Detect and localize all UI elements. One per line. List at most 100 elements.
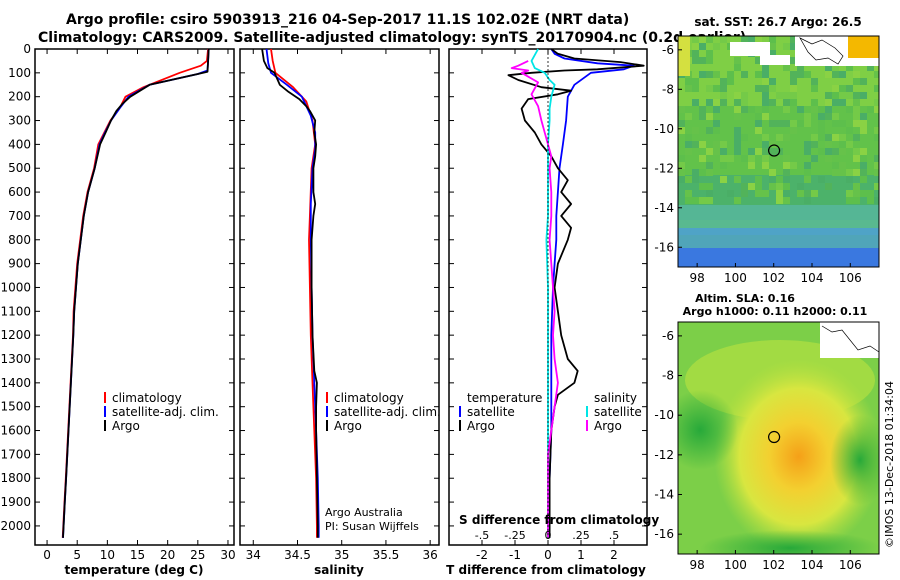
- salinity-axes-frame: [239, 48, 440, 546]
- sst-pixel: [755, 71, 762, 78]
- sst-pixel: [832, 64, 839, 71]
- sla-argo-location-marker: [767, 430, 781, 444]
- sst-pixel: [811, 141, 818, 148]
- sst-pixel: [706, 162, 713, 169]
- sst-pixel: [853, 134, 860, 141]
- sst-pixel: [797, 64, 804, 71]
- sst-pixel: [839, 134, 846, 141]
- sst-pixel: [762, 64, 769, 71]
- sst-pixel: [804, 113, 811, 120]
- sst-pixel: [769, 169, 776, 176]
- sst-pixel: [769, 141, 776, 148]
- sst-pixel: [685, 141, 692, 148]
- sst-pixel: [692, 169, 699, 176]
- sst-pixel: [804, 197, 811, 204]
- sst-pixel: [727, 155, 734, 162]
- legend-swatch-s-argo: [586, 420, 588, 431]
- sst-pixel: [818, 120, 825, 127]
- sst-pixel: [783, 99, 790, 106]
- sst-pixel: [783, 197, 790, 204]
- sst-pixel: [818, 113, 825, 120]
- map-y-tick-label: -16: [654, 527, 674, 541]
- sla-field-low-east: [830, 415, 879, 505]
- sst-pixel: [734, 64, 741, 71]
- sst-pixel: [860, 148, 867, 155]
- sst-pixel: [832, 134, 839, 141]
- series-line-argo: [261, 48, 319, 538]
- sst-pixel: [713, 106, 720, 113]
- sst-pixel: [706, 197, 713, 204]
- sst-pixel: [685, 78, 692, 85]
- sst-pixel: [825, 134, 832, 141]
- sst-pixel: [853, 71, 860, 78]
- legend-swatch-climatology: [326, 392, 328, 403]
- sst-pixel: [797, 71, 804, 78]
- sst-pixel: [685, 134, 692, 141]
- sst-pixel: [818, 148, 825, 155]
- sst-pixel: [776, 197, 783, 204]
- map-y-tick-label: -8: [662, 369, 674, 383]
- salinity-x-axis: 34 34.5 35 35.5 36: [240, 48, 439, 562]
- sst-pixel: [853, 148, 860, 155]
- sst-pixel: [832, 113, 839, 120]
- s-tick-label: -.25: [504, 529, 525, 542]
- sst-pixel: [790, 92, 797, 99]
- sst-pixel: [860, 127, 867, 134]
- legend-heading-temperature: temperature: [467, 391, 542, 405]
- sst-pixel: [734, 99, 741, 106]
- sst-pixel: [713, 141, 720, 148]
- sst-pixel: [846, 141, 853, 148]
- sst-pixel: [853, 113, 860, 120]
- sst-pixel: [853, 78, 860, 85]
- legend-swatch-t-satellite: [459, 406, 461, 417]
- sst-pixel: [811, 99, 818, 106]
- sst-pixel: [839, 141, 846, 148]
- y-tick-label: 0: [23, 42, 31, 56]
- sst-pixel: [874, 64, 879, 71]
- sst-pixel: [685, 113, 692, 120]
- y-tick-label: 200: [8, 90, 31, 104]
- sst-pixel: [769, 43, 776, 50]
- sst-pixel: [832, 99, 839, 106]
- sst-pixel: [748, 148, 755, 155]
- sst-pixel: [804, 148, 811, 155]
- sst-field-south: [678, 248, 879, 267]
- sst-pixel: [748, 155, 755, 162]
- sst-pixel: [776, 190, 783, 197]
- y-tick-label: 1300: [0, 352, 31, 366]
- x-tick-label: 34: [246, 548, 261, 562]
- sst-pixel: [867, 197, 874, 204]
- sst-pixel: [755, 127, 762, 134]
- sst-pixel: [783, 176, 790, 183]
- sst-pixel: [839, 148, 846, 155]
- sst-pixel: [776, 176, 783, 183]
- sst-pixel: [699, 113, 706, 120]
- legend-label-argo: Argo: [334, 419, 362, 433]
- sst-pixel: [825, 148, 832, 155]
- sst-pixel: [860, 169, 867, 176]
- sst-pixel: [783, 183, 790, 190]
- salinity-legend: climatology satellite-adj. clim. Argo: [326, 391, 441, 433]
- x-tick-label: 0: [43, 548, 51, 562]
- salinity-panel: 34 34.5 35 35.5 36 climatology satellite-adj…: [239, 48, 441, 577]
- sst-pixel: [825, 99, 832, 106]
- sst-pixel: [741, 92, 748, 99]
- sst-pixel: [685, 190, 692, 197]
- sst-pixel: [804, 190, 811, 197]
- sst-pixel: [790, 120, 797, 127]
- sst-pixel: [804, 141, 811, 148]
- sst-pixel: [846, 169, 853, 176]
- sst-pixel: [846, 176, 853, 183]
- map-x-tick-label: 100: [724, 558, 747, 572]
- map-y-tick-label: -10: [654, 122, 674, 136]
- sst-pixel: [699, 43, 706, 50]
- temperature-x-label: temperature (deg C): [65, 563, 204, 577]
- temperature-x-axis: 0 5 10 15 20 25 30: [43, 49, 236, 562]
- sla-map-axes: 98 100 102 104 106 -6 -8 -10 -12 -14 -16: [654, 329, 861, 572]
- sst-pixel: [706, 169, 713, 176]
- sst-pixel: [706, 50, 713, 57]
- sst-pixel: [846, 85, 853, 92]
- sst-pixel: [860, 176, 867, 183]
- sst-pixel: [755, 183, 762, 190]
- sst-pixel: [720, 99, 727, 106]
